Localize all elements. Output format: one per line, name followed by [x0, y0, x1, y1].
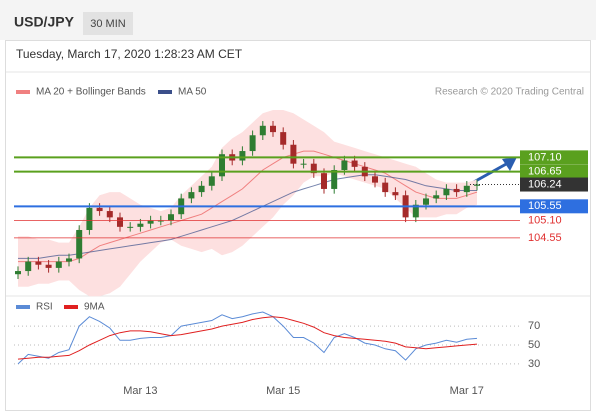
legend-swatch [16, 90, 30, 94]
candle-body [168, 214, 174, 221]
level-label: 104.55 [528, 232, 562, 244]
candle-body [117, 217, 123, 227]
y-tick-label: 70 [528, 320, 540, 332]
candle-body [382, 182, 389, 193]
level-box [520, 150, 588, 165]
candle-body [300, 163, 307, 165]
candle-body [147, 220, 154, 224]
candle-body [249, 135, 256, 152]
level-label: 107.10 [528, 151, 562, 163]
ma50-line [18, 174, 477, 259]
trend-arrow [471, 161, 509, 185]
candle-body [351, 160, 358, 167]
datetime: Tuesday, March 17, 2020 1:28:23 AM CET [16, 47, 243, 61]
candle-body [474, 184, 480, 186]
ma20-line [18, 150, 478, 263]
candle-body [208, 176, 215, 186]
interval[interactable]: 30 MIN [90, 18, 126, 30]
candle-body [290, 144, 297, 164]
candle-body [45, 264, 52, 268]
candle-body [15, 271, 21, 275]
candle-body [321, 173, 327, 189]
candle-body [239, 151, 246, 161]
panel-border [5, 40, 591, 411]
level-label: 105.10 [528, 214, 562, 226]
candle-body [463, 185, 470, 193]
legend-label: MA 20 + Bollinger Bands [36, 87, 146, 98]
level-box [520, 164, 588, 179]
candle-body [341, 160, 348, 170]
candle-body [219, 154, 225, 177]
candle-body [76, 230, 83, 259]
candle-body [412, 204, 419, 218]
legend-swatch [64, 305, 78, 309]
candle-body [127, 226, 134, 228]
y-tick-label: 30 [528, 358, 540, 370]
candle-body [270, 125, 276, 133]
candle-body [372, 176, 378, 183]
x-tick-label: Mar 15 [266, 385, 300, 397]
trend-arrow-head [502, 157, 517, 171]
candle-body [423, 198, 429, 205]
candle-body [96, 207, 103, 212]
candle-body [66, 258, 72, 262]
x-tick-label: Mar 13 [123, 385, 157, 397]
legend-label: RSI [36, 302, 53, 313]
interval-box[interactable] [83, 12, 133, 35]
symbol: USD/JPY [14, 14, 75, 30]
candle-body [392, 192, 399, 196]
candle-body [443, 188, 450, 196]
candle-body [331, 170, 338, 189]
candle-body [86, 207, 93, 230]
candle-body [55, 261, 62, 268]
legend-swatch [16, 305, 30, 309]
candle-body [280, 132, 287, 145]
candle-body [259, 125, 266, 136]
level-label: 105.55 [528, 200, 562, 212]
legend-swatch [158, 90, 172, 94]
legend-label: MA 50 [178, 87, 207, 98]
level-box [520, 199, 588, 214]
candle-body [106, 211, 113, 218]
candle-body [137, 223, 144, 227]
x-tick-label: Mar 17 [450, 385, 484, 397]
candle-body [35, 261, 42, 265]
last-price-box [520, 177, 588, 192]
rsi-line [17, 316, 478, 360]
candle-body [157, 220, 164, 222]
credit: Research © 2020 Trading Central [435, 87, 584, 98]
last-price-label: 106.24 [528, 178, 562, 190]
level-label: 106.65 [528, 165, 562, 177]
candle-body [25, 261, 32, 272]
rsi-line [17, 311, 478, 365]
candle-body [198, 185, 205, 193]
y-tick-label: 50 [528, 339, 540, 351]
candle-body [188, 192, 195, 199]
candle-body [310, 163, 317, 174]
legend-label: 9MA [84, 302, 105, 313]
candle-body [453, 188, 460, 193]
candle-body [433, 195, 440, 199]
